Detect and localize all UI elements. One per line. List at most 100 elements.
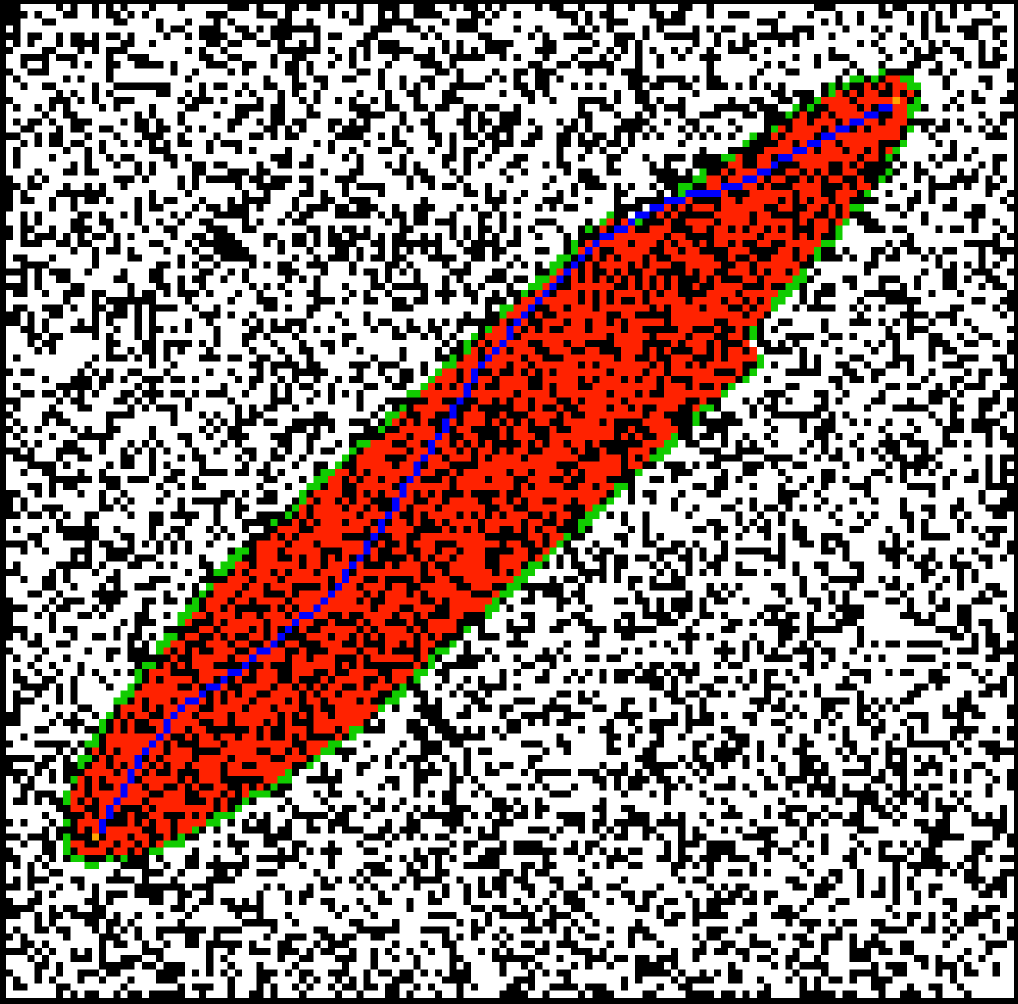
path-cell xyxy=(363,547,371,555)
wall-cells xyxy=(6,4,1014,998)
path-cell xyxy=(485,354,493,362)
path-cell xyxy=(420,454,428,462)
path-cell xyxy=(463,382,471,391)
path-cell xyxy=(592,239,600,248)
path-cell xyxy=(885,104,893,112)
path-cell xyxy=(406,475,414,484)
path-cell xyxy=(570,261,578,269)
path-cell xyxy=(835,125,843,133)
path-cell xyxy=(284,626,292,634)
path-cell xyxy=(392,497,400,505)
path-cell xyxy=(292,618,300,627)
start-cell-marker xyxy=(91,833,99,841)
path-cell xyxy=(799,147,807,155)
path-cell xyxy=(413,461,421,469)
path-cell xyxy=(270,640,278,648)
path-cell xyxy=(399,483,407,491)
path-cell xyxy=(199,690,207,698)
maze-grid[interactable] xyxy=(6,4,1014,1000)
path-cell xyxy=(535,297,543,305)
path-cell xyxy=(191,697,200,705)
path-cell xyxy=(363,540,371,548)
path-cell xyxy=(578,254,586,262)
path-cell xyxy=(678,197,686,205)
path-cell xyxy=(120,790,128,798)
path-cell xyxy=(427,447,435,455)
path-cell xyxy=(98,826,107,834)
path-cell xyxy=(628,218,636,226)
path-cell xyxy=(127,769,135,777)
path-cell xyxy=(299,611,307,619)
path-cell xyxy=(721,182,729,190)
path-cell xyxy=(585,247,593,255)
path-cell xyxy=(306,611,314,619)
path-cell xyxy=(599,232,607,240)
path-cell xyxy=(234,668,242,677)
path-cell xyxy=(184,697,192,705)
path-cell xyxy=(399,490,407,498)
path-cell xyxy=(492,347,500,355)
path-cell xyxy=(620,225,629,233)
path-cell xyxy=(663,197,671,205)
path-cell xyxy=(256,647,264,655)
path-cell xyxy=(542,290,550,298)
path-cell xyxy=(756,168,764,176)
path-cell xyxy=(177,704,185,712)
path-cell xyxy=(377,525,385,534)
path-cell xyxy=(778,154,786,162)
path-cell xyxy=(556,275,564,283)
path-cell xyxy=(763,168,772,176)
path-cell xyxy=(313,604,321,612)
path-cell xyxy=(806,139,814,147)
path-cell xyxy=(685,189,693,198)
path-cell xyxy=(106,811,114,820)
path-cell xyxy=(413,468,421,476)
path-cell xyxy=(206,683,214,691)
path-cell xyxy=(449,411,457,419)
path-cell xyxy=(213,683,221,691)
path-cell xyxy=(427,440,435,448)
path-cell xyxy=(735,182,743,190)
path-cell xyxy=(470,368,478,376)
path-cell xyxy=(785,154,793,162)
path-cell xyxy=(649,204,657,212)
path-cell xyxy=(156,733,164,741)
solution-path-layer xyxy=(91,96,900,841)
path-cell xyxy=(277,633,285,641)
path-cell xyxy=(356,554,364,562)
path-cell xyxy=(98,819,107,827)
explored-cells xyxy=(70,75,915,855)
path-cell xyxy=(506,332,514,341)
path-cell xyxy=(435,433,443,441)
path-cell xyxy=(706,189,714,198)
path-cell xyxy=(856,118,864,126)
path-cell xyxy=(813,139,822,147)
path-cell xyxy=(442,418,450,426)
path-cell xyxy=(828,132,836,140)
path-cell xyxy=(499,340,507,348)
path-cell xyxy=(842,125,850,133)
path-cell xyxy=(606,232,614,240)
goal-cell-marker xyxy=(892,96,900,105)
path-cell xyxy=(141,747,149,755)
path-cell xyxy=(878,104,886,112)
path-cell xyxy=(749,175,757,183)
path-cell xyxy=(656,204,664,212)
path-cell xyxy=(871,111,879,119)
path-cell xyxy=(120,783,128,791)
path-cell xyxy=(113,797,121,805)
path-cell xyxy=(849,118,857,126)
path-cell xyxy=(520,311,528,319)
path-cell xyxy=(170,711,178,719)
path-cell xyxy=(527,304,536,312)
path-cell xyxy=(713,189,721,198)
path-cell xyxy=(463,390,471,398)
path-cell xyxy=(249,654,257,662)
path-cell xyxy=(320,597,328,605)
path-cell xyxy=(635,211,643,219)
path-cell xyxy=(742,175,750,183)
path-cell xyxy=(470,375,478,383)
path-cell xyxy=(563,268,571,276)
path-cell xyxy=(377,518,385,526)
